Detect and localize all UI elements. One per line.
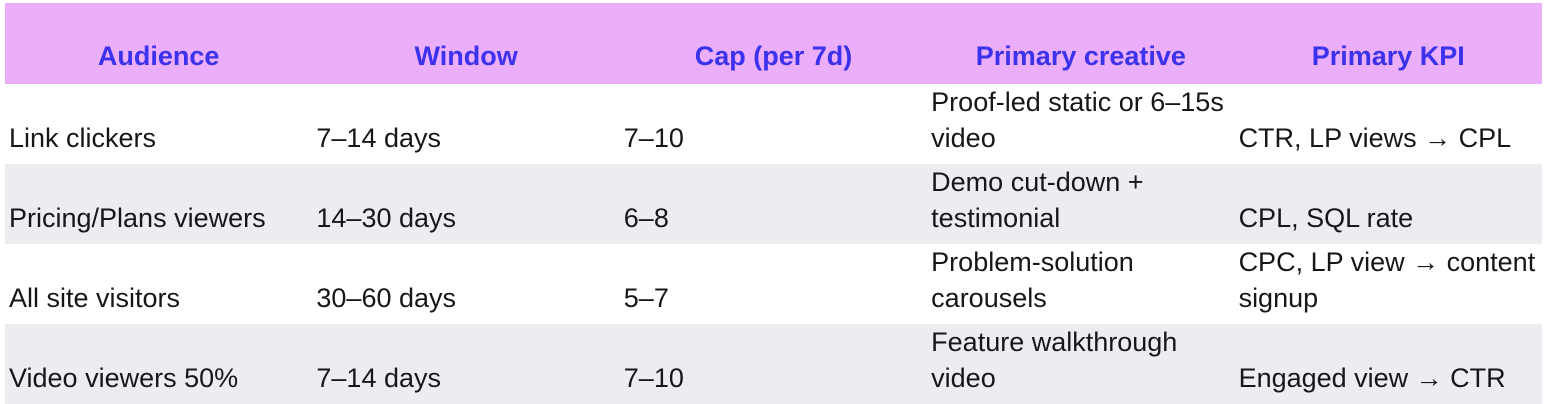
cell-audience: Link clickers	[5, 84, 313, 164]
cell-kpi: Engaged view → CTR	[1234, 324, 1542, 404]
retargeting-audience-table: Audience Window Cap (per 7d) Primary cre…	[5, 3, 1542, 404]
cell-cap: 7–10	[619, 84, 928, 164]
header-cell-primary-kpi: Primary KPI	[1234, 3, 1542, 84]
header-cell-audience: Audience	[5, 3, 313, 84]
cell-window: 30–60 days	[312, 244, 620, 324]
cell-audience: All site visitors	[5, 244, 313, 324]
cell-cap: 6–8	[619, 164, 928, 244]
cell-creative: Problem-solution carousels	[927, 244, 1235, 324]
cell-creative: Proof-led static or 6–15s video	[927, 84, 1235, 164]
cell-window: 7–14 days	[312, 324, 620, 404]
table-row-link-clickers: Link clickers 7–14 days 7–10 Proof-led s…	[5, 84, 1542, 164]
cell-kpi: CPL, SQL rate	[1234, 164, 1542, 244]
cell-window: 7–14 days	[312, 84, 620, 164]
cell-audience: Video viewers 50%	[5, 324, 313, 404]
header-cell-window: Window	[312, 3, 620, 84]
cell-creative: Demo cut-down + testimonial	[927, 164, 1235, 244]
table-row-all-site-visitors: All site visitors 30–60 days 5–7 Problem…	[5, 244, 1542, 324]
header-row: Audience Window Cap (per 7d) Primary cre…	[5, 3, 1542, 84]
cell-kpi: CPC, LP view → content signup	[1234, 244, 1542, 324]
cell-cap: 7–10	[619, 324, 928, 404]
cell-window: 14–30 days	[312, 164, 620, 244]
table-row-pricing-plans-viewers: Pricing/Plans viewers 14–30 days 6–8 Dem…	[5, 164, 1542, 244]
header-cell-primary-creative: Primary creative	[927, 3, 1235, 84]
table-row-video-viewers-50: Video viewers 50% 7–14 days 7–10 Feature…	[5, 324, 1542, 404]
cell-kpi: CTR, LP views → CPL	[1234, 84, 1542, 164]
cell-cap: 5–7	[619, 244, 928, 324]
cell-audience: Pricing/Plans viewers	[5, 164, 313, 244]
cell-creative: Feature walkthrough video	[927, 324, 1235, 404]
header-cell-cap: Cap (per 7d)	[619, 3, 928, 84]
